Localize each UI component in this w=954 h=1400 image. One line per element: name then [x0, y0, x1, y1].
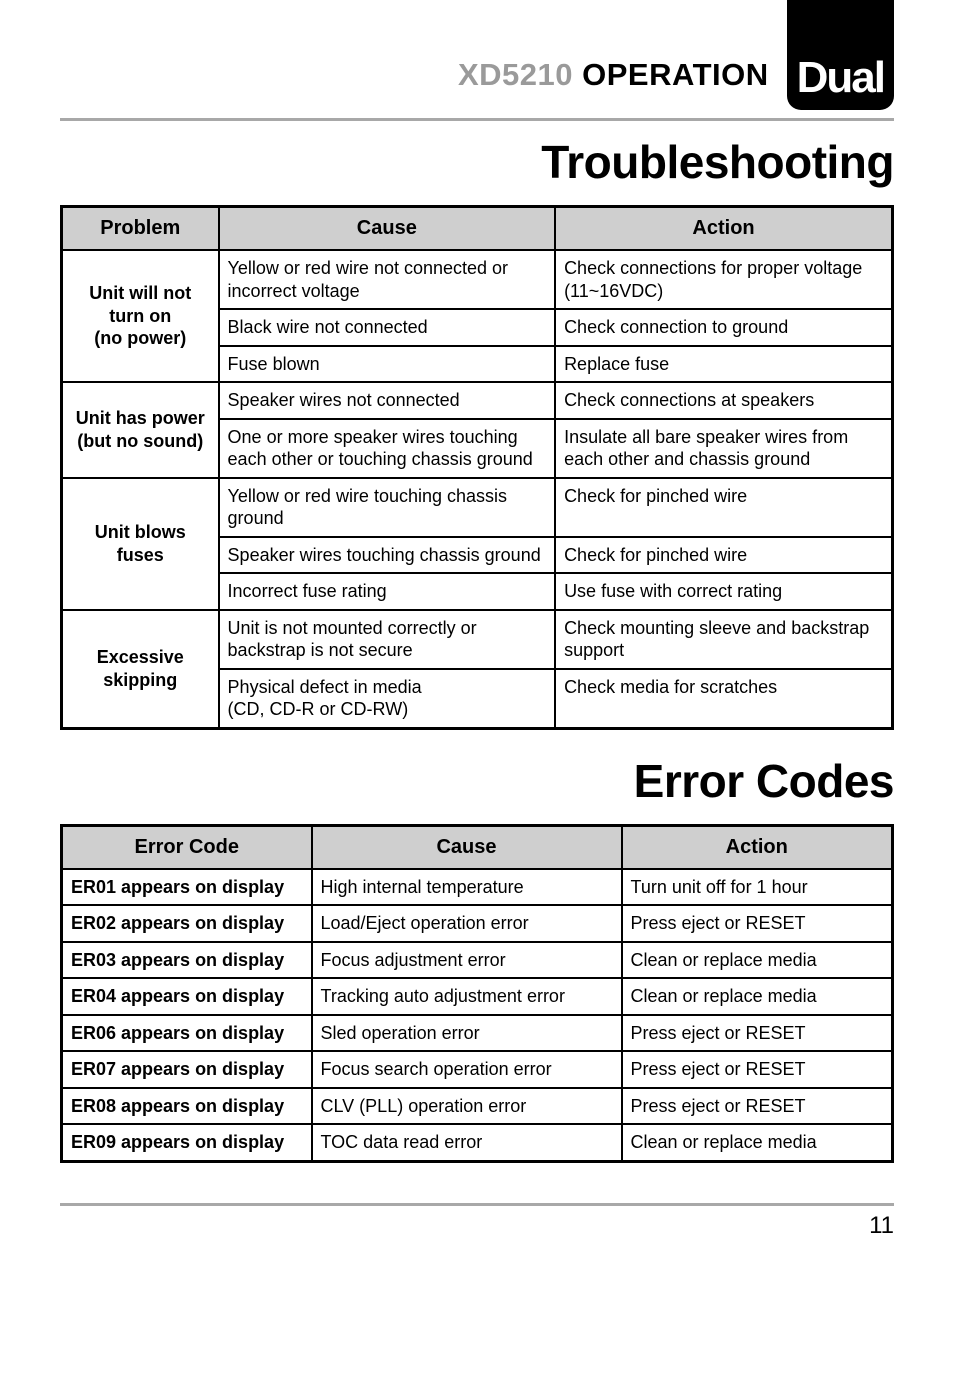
error-code-cell: ER03 appears on display: [62, 942, 312, 979]
troubleshooting-table: Problem Cause Action Unit will not turn …: [60, 205, 894, 730]
action-cell: Check for pinched wire: [555, 478, 892, 537]
label-line: fuses: [117, 545, 164, 565]
action-cell: Clean or replace media: [622, 978, 893, 1015]
label-line: (but no sound): [77, 431, 203, 451]
label-line: turn on: [109, 306, 171, 326]
action-cell: Replace fuse: [555, 346, 892, 383]
action-cell: Insulate all bare speaker wires from eac…: [555, 419, 892, 478]
brand-logo: Dual: [787, 0, 894, 110]
table-header-row: Error Code Cause Action: [62, 825, 893, 869]
table-row: ER09 appears on displayTOC data read err…: [62, 1124, 893, 1161]
error-codes-title: Error Codes: [60, 754, 894, 808]
cause-cell: Unit is not mounted correctly or backstr…: [219, 610, 556, 669]
header-title: XD5210 OPERATION: [458, 57, 769, 93]
action-cell: Check for pinched wire: [555, 537, 892, 574]
cause-cell: Focus search operation error: [312, 1051, 622, 1088]
error-code-cell: ER04 appears on display: [62, 978, 312, 1015]
section-word: OPERATION: [582, 57, 769, 92]
col-error-code: Error Code: [62, 825, 312, 869]
cause-cell: High internal temperature: [312, 869, 622, 906]
action-cell: Check mounting sleeve and backstrap supp…: [555, 610, 892, 669]
table-header-row: Problem Cause Action: [62, 207, 893, 251]
action-cell: Clean or replace media: [622, 1124, 893, 1161]
action-cell: Press eject or RESET: [622, 1088, 893, 1125]
error-code-cell: ER06 appears on display: [62, 1015, 312, 1052]
col-cause: Cause: [312, 825, 622, 869]
problem-skipping: Excessive skipping: [62, 610, 219, 729]
page-header: XD5210 OPERATION Dual: [60, 40, 894, 110]
table-row: Unit blows fuses Yellow or red wire touc…: [62, 478, 893, 537]
logo-text: Dual: [797, 56, 884, 100]
table-row: ER08 appears on displayCLV (PLL) operati…: [62, 1088, 893, 1125]
col-action: Action: [555, 207, 892, 251]
cause-cell: Sled operation error: [312, 1015, 622, 1052]
action-cell: Check connection to ground: [555, 309, 892, 346]
error-code-cell: ER02 appears on display: [62, 905, 312, 942]
action-cell: Check connections at speakers: [555, 382, 892, 419]
problem-no-power: Unit will not turn on (no power): [62, 250, 219, 382]
table-row: ER04 appears on displayTracking auto adj…: [62, 978, 893, 1015]
troubleshooting-body: Unit will not turn on (no power) Yellow …: [62, 250, 893, 728]
action-cell: Turn unit off for 1 hour: [622, 869, 893, 906]
table-row: ER03 appears on displayFocus adjustment …: [62, 942, 893, 979]
problem-blows-fuses: Unit blows fuses: [62, 478, 219, 610]
cause-cell: Yellow or red wire not connected or inco…: [219, 250, 556, 309]
cause-cell: Speaker wires touching chassis ground: [219, 537, 556, 574]
cause-cell: Fuse blown: [219, 346, 556, 383]
error-code-cell: ER01 appears on display: [62, 869, 312, 906]
table-row: ER07 appears on displayFocus search oper…: [62, 1051, 893, 1088]
model-number: XD5210: [458, 57, 573, 92]
cause-cell: Speaker wires not connected: [219, 382, 556, 419]
troubleshooting-title: Troubleshooting: [60, 135, 894, 189]
action-cell: Press eject or RESET: [622, 1015, 893, 1052]
label-line: skipping: [103, 670, 177, 690]
cause-cell: Black wire not connected: [219, 309, 556, 346]
col-action: Action: [622, 825, 893, 869]
action-cell: Press eject or RESET: [622, 1051, 893, 1088]
cause-cell: Tracking auto adjustment error: [312, 978, 622, 1015]
cause-cell: Incorrect fuse rating: [219, 573, 556, 610]
cause-cell: Focus adjustment error: [312, 942, 622, 979]
action-cell: Press eject or RESET: [622, 905, 893, 942]
label-line: Unit blows: [95, 522, 186, 542]
cause-cell: One or more speaker wires touching each …: [219, 419, 556, 478]
error-code-cell: ER07 appears on display: [62, 1051, 312, 1088]
cause-cell: Physical defect in media (CD, CD-R or CD…: [219, 669, 556, 729]
table-row: Excessive skipping Unit is not mounted c…: [62, 610, 893, 669]
cause-cell: Load/Eject operation error: [312, 905, 622, 942]
col-cause: Cause: [219, 207, 556, 251]
error-codes-body: ER01 appears on displayHigh internal tem…: [62, 869, 893, 1162]
action-cell: Check connections for proper voltage (11…: [555, 250, 892, 309]
page-number: 11: [60, 1212, 894, 1240]
problem-no-sound: Unit has power (but no sound): [62, 382, 219, 478]
error-code-cell: ER09 appears on display: [62, 1124, 312, 1161]
cause-cell: TOC data read error: [312, 1124, 622, 1161]
col-problem: Problem: [62, 207, 219, 251]
cause-cell: CLV (PLL) operation error: [312, 1088, 622, 1125]
label-line: Unit has power: [76, 408, 205, 428]
label-line: Excessive: [97, 647, 184, 667]
footer-rule: [60, 1203, 894, 1206]
header-rule: [60, 118, 894, 121]
action-cell: Clean or replace media: [622, 942, 893, 979]
label-line: (no power): [94, 328, 186, 348]
error-code-cell: ER08 appears on display: [62, 1088, 312, 1125]
table-row: Unit has power (but no sound) Speaker wi…: [62, 382, 893, 419]
table-row: ER06 appears on displaySled operation er…: [62, 1015, 893, 1052]
table-row: Unit will not turn on (no power) Yellow …: [62, 250, 893, 309]
action-cell: Check media for scratches: [555, 669, 892, 729]
action-cell: Use fuse with correct rating: [555, 573, 892, 610]
table-row: ER01 appears on displayHigh internal tem…: [62, 869, 893, 906]
error-codes-table: Error Code Cause Action ER01 appears on …: [60, 824, 894, 1163]
cause-cell: Yellow or red wire touching chassis grou…: [219, 478, 556, 537]
label-line: Unit will not: [89, 283, 191, 303]
table-row: ER02 appears on displayLoad/Eject operat…: [62, 905, 893, 942]
